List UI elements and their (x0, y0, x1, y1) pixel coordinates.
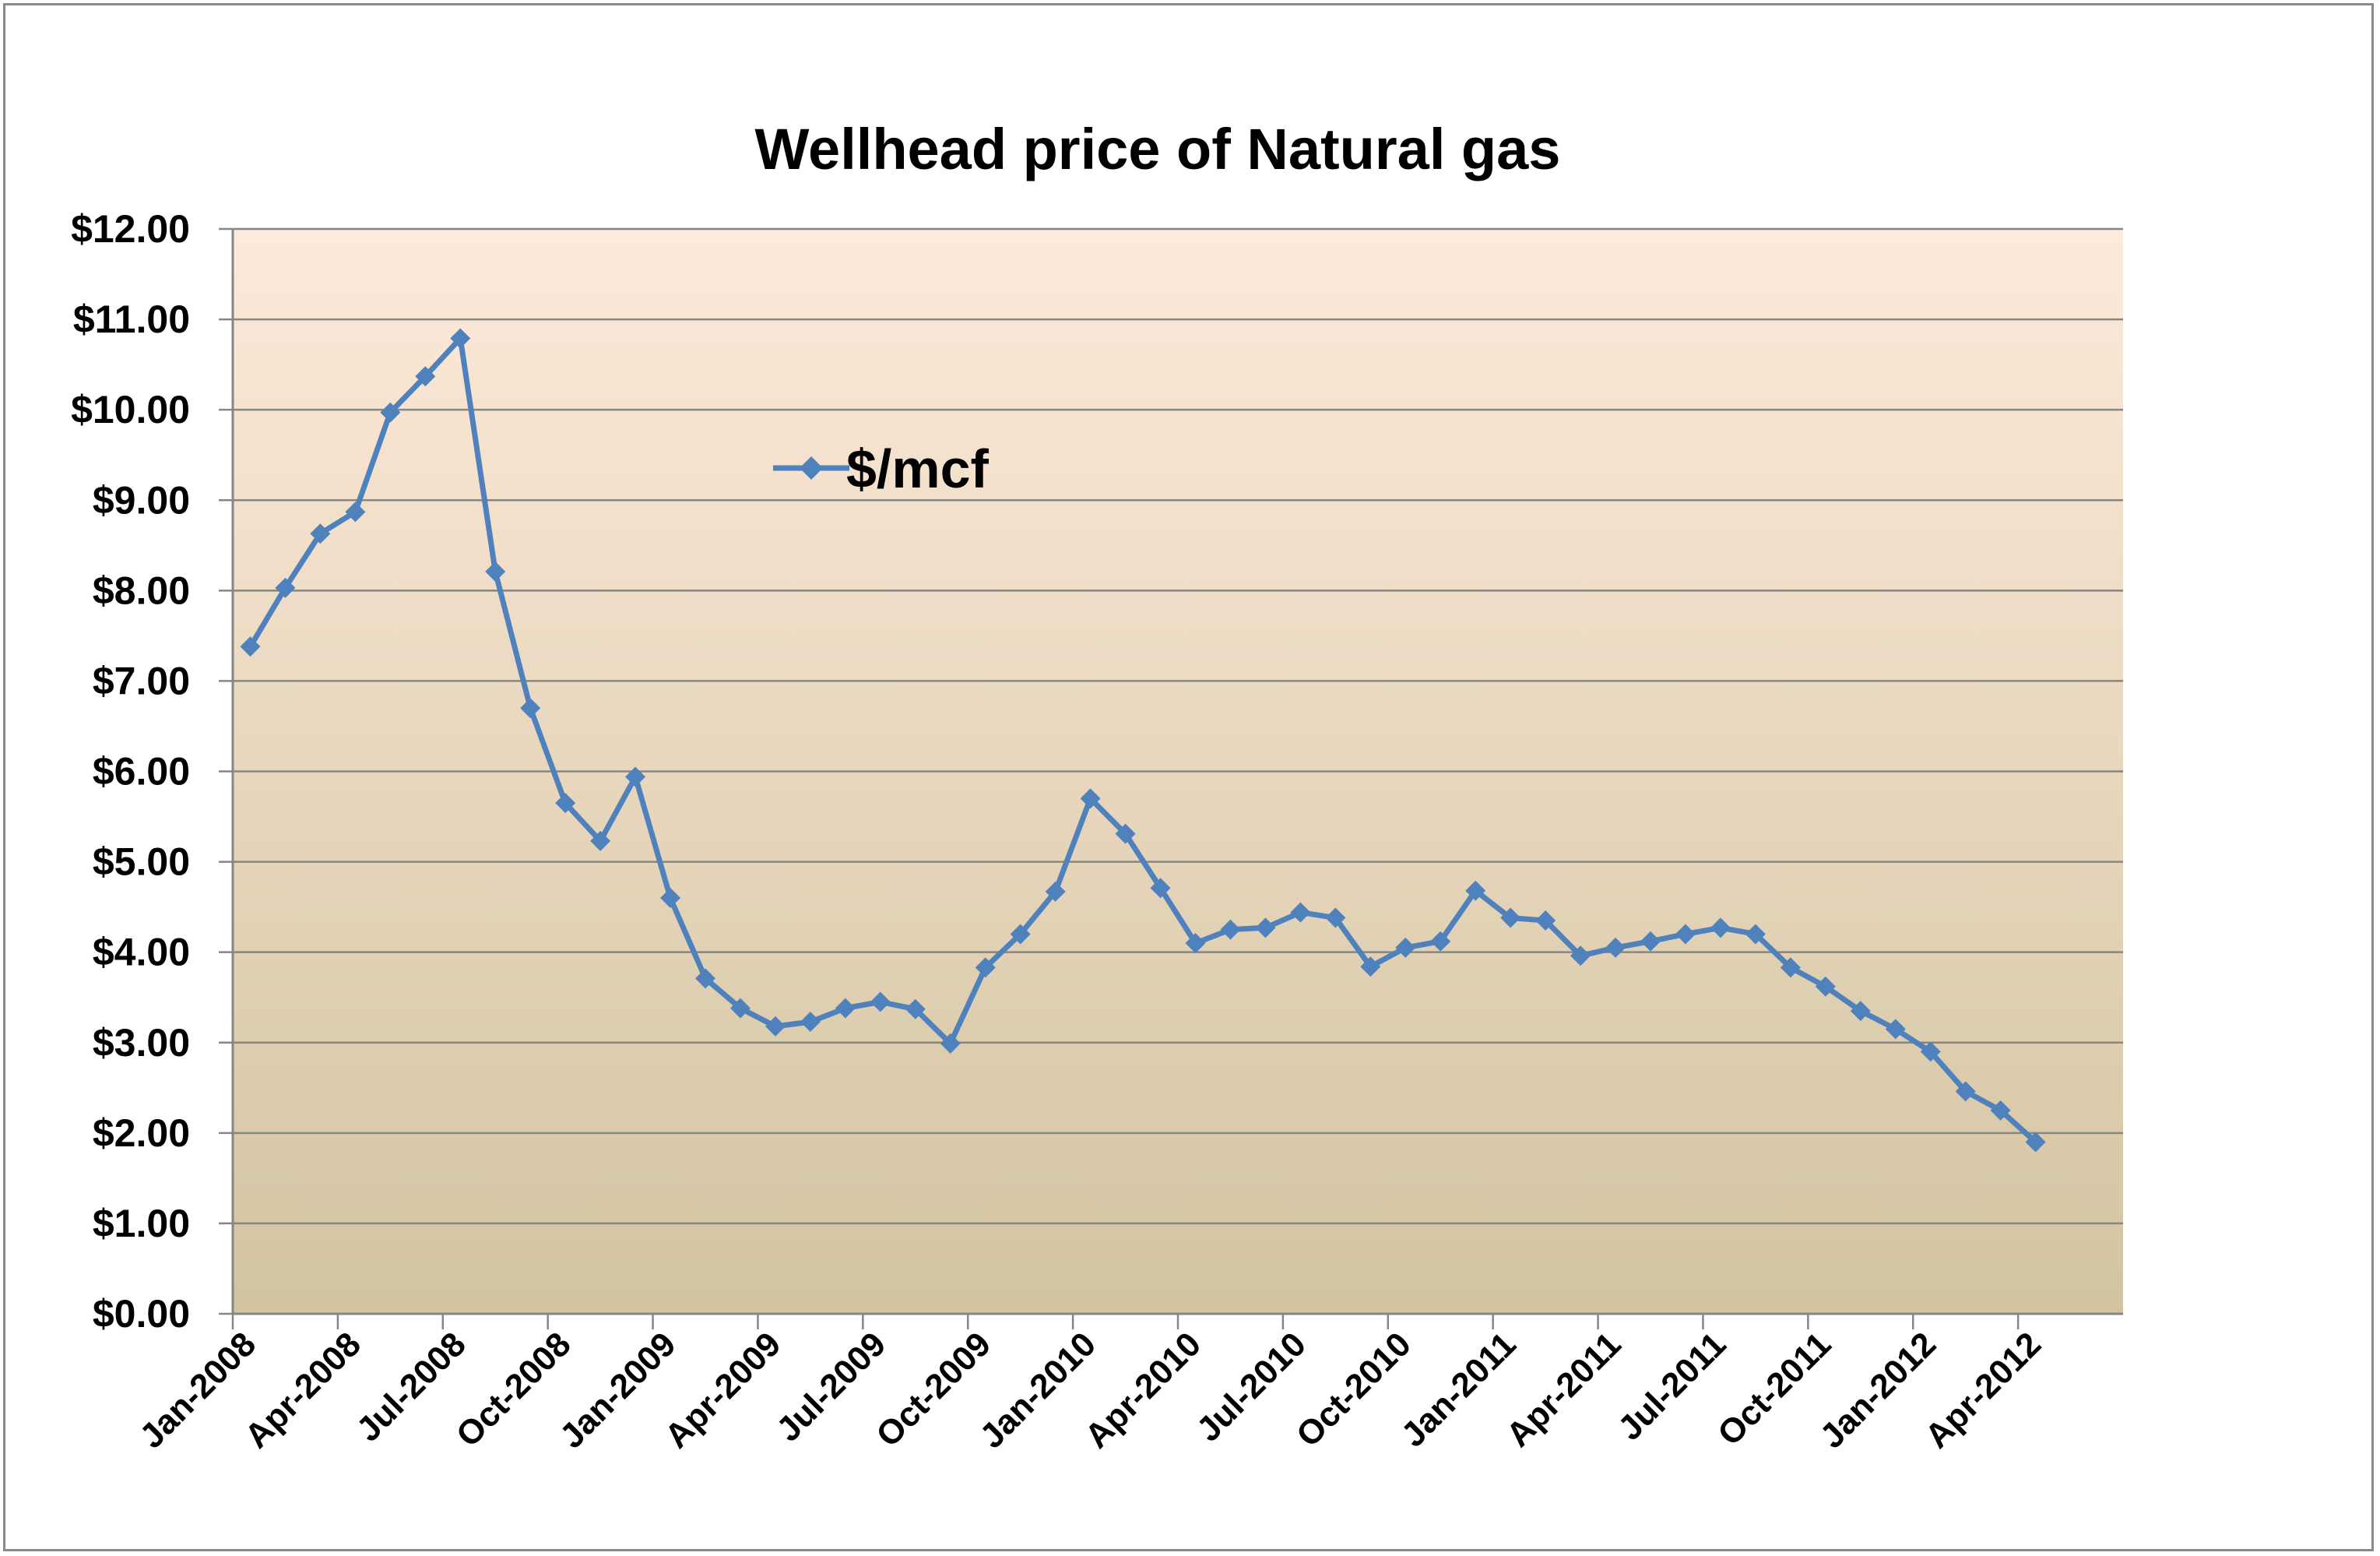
data-point-marker (800, 1012, 821, 1033)
data-point-marker (1570, 945, 1591, 966)
data-point-marker (1325, 907, 1346, 928)
data-point-marker (1710, 917, 1731, 938)
data-point-marker (695, 968, 715, 989)
data-point-marker (1360, 956, 1381, 977)
data-point-marker (380, 402, 401, 423)
chart-frame: Wellhead price of Natural gas $0.00 $1.00… (3, 3, 2374, 1551)
y-tick-label: $3.00 (93, 1021, 190, 1065)
x-tick-label: Oct-2010 (1289, 1325, 1419, 1454)
y-tick-label: $12.00 (71, 207, 190, 251)
data-point-marker (590, 830, 611, 851)
legend: $/mcf (773, 438, 990, 499)
x-tick-label: Jan-2009 (553, 1325, 684, 1456)
data-point-marker (2025, 1132, 2046, 1153)
data-point-marker (729, 998, 751, 1019)
data-point-marker (1255, 917, 1276, 938)
data-point-marker (1675, 924, 1696, 945)
data-point-marker (835, 998, 856, 1019)
y-tick-label: $7.00 (93, 659, 190, 702)
gridlines (219, 227, 2123, 1315)
data-point-marker (1465, 880, 1486, 901)
data-point-marker (1080, 788, 1101, 809)
data-point-marker (1045, 881, 1066, 902)
x-tick-label: Jan-2011 (1394, 1325, 1524, 1454)
chart-title: Wellhead price of Natural gas (755, 117, 1561, 181)
data-point-marker (520, 698, 541, 719)
x-tick-label: Apr-2011 (1499, 1325, 1629, 1454)
data-point-marker (1920, 1041, 1941, 1062)
data-point-marker (1430, 931, 1451, 952)
data-point-marker (1990, 1100, 2011, 1121)
y-tick-label: $0.00 (93, 1292, 190, 1336)
data-point-marker (940, 1033, 961, 1054)
data-point-marker (345, 502, 366, 523)
data-point-marker (1640, 931, 1661, 952)
y-tick-label: $2.00 (93, 1111, 190, 1155)
x-tick-label: Apr-2008 (237, 1325, 368, 1456)
data-point-marker (1395, 937, 1416, 958)
data-point-marker (275, 577, 296, 598)
y-tick-label: $10.00 (71, 388, 190, 431)
data-point-marker (1745, 924, 1766, 945)
data-point-marker (1850, 1001, 1871, 1022)
y-tick-label: $11.00 (73, 297, 190, 341)
data-point-marker (905, 998, 926, 1019)
x-tick-label: Jan-2008 (132, 1325, 263, 1456)
data-point-marker (1885, 1019, 1906, 1040)
y-tick-label: $1.00 (93, 1202, 190, 1245)
data-point-marker (485, 561, 506, 582)
data-point-marker (625, 766, 646, 787)
data-point-marker (660, 888, 681, 909)
data-point-marker (1535, 910, 1556, 931)
data-point-marker (1780, 957, 1801, 978)
data-point-marker (1605, 937, 1626, 958)
x-tick-label: Apr-2010 (1078, 1325, 1208, 1456)
series-layer (240, 328, 2046, 1153)
data-point-marker (870, 991, 891, 1012)
legend-diamond-marker (800, 456, 823, 480)
data-point-marker (1500, 907, 1521, 928)
y-tick-label: $4.00 (93, 931, 190, 974)
data-point-marker (415, 366, 436, 387)
data-point-marker (1115, 823, 1136, 844)
data-point-marker (555, 793, 576, 814)
data-point-marker (1290, 902, 1311, 923)
line-chart: Wellhead price of Natural gas $0.00 $1.00… (71, 117, 2123, 1456)
data-point-marker (240, 636, 261, 657)
x-tick-label: Jan-2012 (1812, 1325, 1943, 1456)
data-point-marker (765, 1016, 786, 1037)
data-point-marker (1220, 919, 1241, 940)
x-axis-tick-labels: Jan-2008Apr-2008Jul-2008Oct-2008Jan-2009… (132, 1325, 2048, 1456)
x-tick-label: Apr-2012 (1918, 1325, 2048, 1456)
data-point-marker (1185, 933, 1206, 954)
x-tick-label: Apr-2009 (658, 1325, 789, 1456)
y-tick-label: $9.00 (93, 478, 190, 522)
axes (231, 229, 2123, 1329)
y-tick-label: $6.00 (93, 750, 190, 794)
data-point-marker (1955, 1081, 1976, 1102)
data-point-marker (310, 523, 331, 544)
data-point-marker (1010, 924, 1031, 945)
data-point-marker (1150, 878, 1171, 899)
data-point-marker (975, 957, 996, 978)
legend-label: $/mcf (846, 438, 990, 499)
x-tick-label: Jan-2010 (972, 1325, 1103, 1456)
data-point-marker (450, 328, 471, 349)
y-tick-label: $5.00 (93, 840, 190, 884)
series-line (248, 336, 2039, 1145)
y-tick-label: $8.00 (93, 569, 190, 612)
data-point-marker (1815, 976, 1836, 997)
y-axis-tick-labels: $0.00 $1.00 $2.00 $3.00 $4.00 $5.00 $6.00 $7.00… (71, 207, 190, 1336)
